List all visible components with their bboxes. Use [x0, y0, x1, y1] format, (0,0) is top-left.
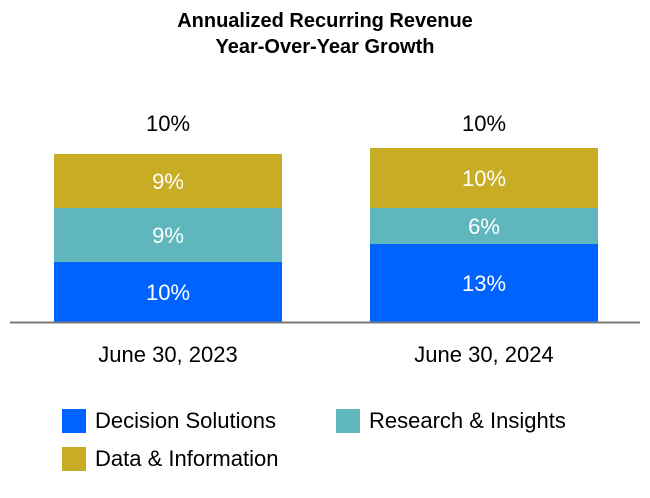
data-label: 10% — [462, 166, 506, 191]
legend-label: Data & Information — [95, 446, 279, 471]
bar-segment — [54, 208, 282, 262]
bar-segment — [54, 262, 282, 322]
x-tick-label: June 30, 2023 — [98, 342, 237, 367]
total-label: 10% — [146, 111, 190, 136]
data-label: 9% — [152, 169, 184, 194]
data-label: 10% — [146, 280, 190, 305]
data-label: 13% — [462, 271, 506, 296]
bar-segment — [370, 208, 598, 244]
bar-segment — [370, 244, 598, 322]
stacked-bar-chart: 10% 9% 9% 10% June 30, 2023 13% 6% 10% 10% June 3… — [10, 111, 640, 367]
x-tick-label: June 30, 2024 — [414, 342, 553, 367]
bar-segment — [54, 154, 282, 208]
legend-label: Research & Insights — [369, 408, 566, 433]
data-label: 9% — [152, 223, 184, 248]
chart-subtitle: Year-Over-Year Growth — [215, 36, 435, 58]
legend-item-research-insights: Research & Insights — [336, 408, 566, 434]
legend-item-data-information: Data & Information — [62, 446, 278, 472]
legend-label: Decision Solutions — [95, 408, 276, 433]
legend-swatch — [62, 409, 86, 433]
chart-title: Annualized Recurring Revenue — [177, 10, 473, 32]
bar-segment — [370, 148, 598, 208]
total-label: 10% — [462, 111, 506, 136]
legend-swatch — [62, 447, 86, 471]
legend-swatch — [336, 409, 360, 433]
legend-item-decision-solutions: Decision Solutions — [62, 408, 276, 434]
data-label: 6% — [468, 214, 500, 239]
